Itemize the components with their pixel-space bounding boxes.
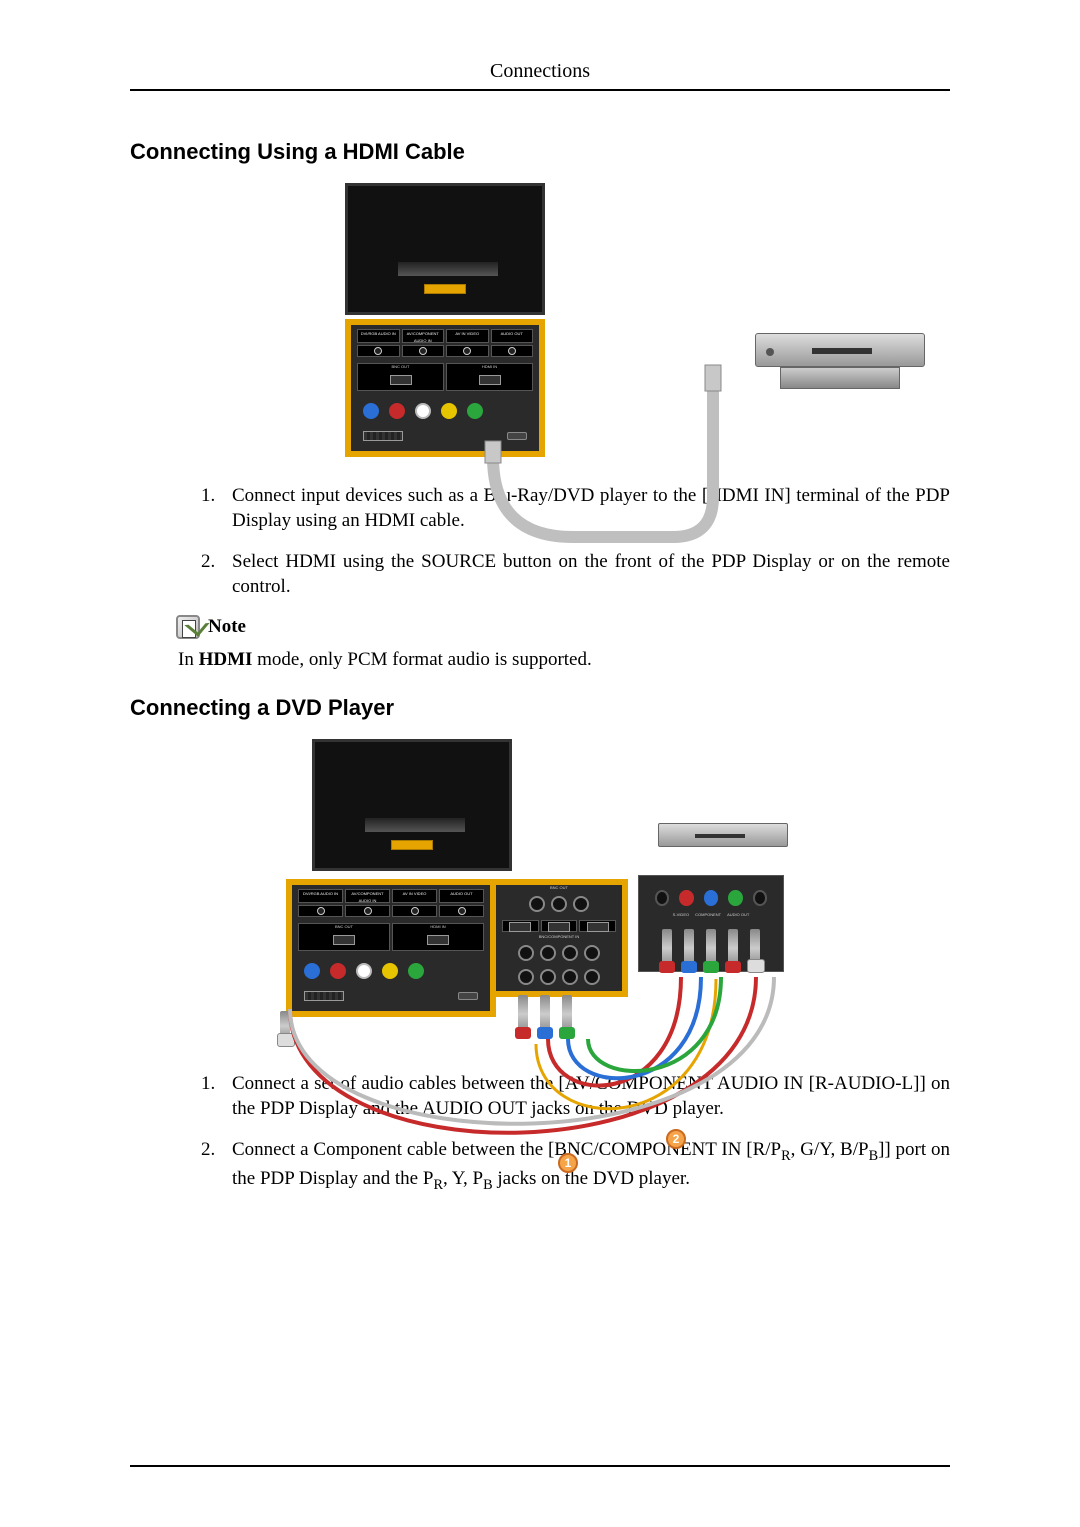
- hdmi-port: [458, 992, 478, 1000]
- panel-label: AV/COMPONENT AUDIO IN: [402, 329, 445, 343]
- diagram-hdmi: DVI/RGB AUDIO IN AV/COMPONENT AUDIO IN A…: [130, 183, 950, 457]
- hdmi-port: [507, 432, 527, 440]
- slot: [579, 920, 616, 932]
- dvd-steps: Connect a set of audio cables between th…: [220, 1071, 950, 1194]
- jack-blue: [363, 403, 379, 419]
- socket: [298, 905, 343, 917]
- plug-connector: [728, 929, 738, 967]
- dvd-port-label: S-VIDEO: [673, 912, 689, 917]
- jack-bnc: [584, 969, 600, 985]
- jack-red: [330, 963, 346, 979]
- page-header: Connections: [130, 60, 950, 91]
- jack-bnc: [573, 896, 589, 912]
- plug-connector: [662, 929, 672, 967]
- jack-bnc: [584, 945, 600, 961]
- tv-display: [312, 739, 512, 871]
- jack-green: [467, 403, 483, 419]
- list-item: Select HDMI using the SOURCE button on t…: [220, 549, 950, 599]
- list-item: Connect a Component cable between the [B…: [220, 1137, 950, 1194]
- panel-label: DVI/RGB AUDIO IN: [298, 889, 343, 903]
- section-heading-dvd: Connecting a DVD Player: [130, 695, 950, 721]
- plug-connector: [750, 929, 760, 967]
- jack-white: [415, 403, 431, 419]
- jack-yellow: [441, 403, 457, 419]
- panel-label: AUDIO OUT: [439, 889, 484, 903]
- panel-label: AUDIO OUT: [491, 329, 534, 343]
- socket: [345, 905, 390, 917]
- bnc-out-slot: BNC OUT: [357, 363, 444, 391]
- socket: [439, 905, 484, 917]
- blu-ray-player: [755, 333, 925, 367]
- diagram-dvd: DVI/RGB AUDIO IN AV/COMPONENT AUDIO IN A…: [130, 739, 950, 1017]
- jack-component: [704, 890, 718, 906]
- hdmi-in-slot: HDMI IN: [446, 363, 533, 391]
- plug-connector: [540, 995, 550, 1033]
- db-connector: [304, 991, 344, 1001]
- note-text-part: In: [178, 649, 199, 670]
- socket: [392, 905, 437, 917]
- note-text-part: mode, only PCM format audio is supported…: [252, 649, 591, 670]
- plug-connector: [706, 929, 716, 967]
- plug-connector: [280, 1011, 290, 1041]
- panel-label: AV/COMPONENT AUDIO IN: [345, 889, 390, 903]
- dvd-player: [658, 823, 788, 847]
- footer-rule: [130, 1465, 950, 1467]
- connector-panel-left: DVI/RGB AUDIO IN AV/COMPONENT AUDIO IN A…: [286, 879, 496, 1017]
- tv-display: [345, 183, 545, 315]
- jack-bnc: [518, 945, 534, 961]
- player-base: [780, 367, 900, 389]
- plug-connector: [562, 995, 572, 1033]
- dvd-port-label: AUDIO OUT: [727, 912, 749, 917]
- panel-label: DVI/RGB AUDIO IN: [357, 329, 400, 343]
- jack-bnc: [540, 945, 556, 961]
- note-text: In HDMI mode, only PCM format audio is s…: [178, 649, 950, 671]
- socket: [491, 345, 534, 357]
- jack-svideo: [655, 890, 669, 906]
- bnc-out-slot: BNC OUT: [298, 923, 390, 951]
- plug-connector: [684, 929, 694, 967]
- note-icon: [176, 615, 200, 639]
- dvd-port-label: COMPONENT: [695, 912, 721, 917]
- jack-component: [679, 890, 693, 906]
- jack-bnc: [540, 969, 556, 985]
- jack-white: [356, 963, 372, 979]
- note-text-bold: HDMI: [199, 649, 253, 670]
- jack-component: [728, 890, 742, 906]
- panel-label: AV IN VIDEO: [446, 329, 489, 343]
- connector-panel-right-bnc: BNC OUT BNC/COMPONENT IN: [496, 879, 628, 997]
- jack-yellow: [382, 963, 398, 979]
- jack-bnc: [562, 945, 578, 961]
- connector-panel-hdmi: DVI/RGB AUDIO IN AV/COMPONENT AUDIO IN A…: [345, 319, 545, 457]
- list-item: Connect a set of audio cables between th…: [220, 1071, 950, 1121]
- jack-bnc: [518, 969, 534, 985]
- jack-blue: [304, 963, 320, 979]
- slot: [502, 920, 539, 932]
- panel-label: AV IN VIDEO: [392, 889, 437, 903]
- slot: [541, 920, 578, 932]
- dvd-ports: S-VIDEO COMPONENT AUDIO OUT: [638, 875, 784, 972]
- socket: [402, 345, 445, 357]
- note-label: Note: [208, 616, 246, 638]
- jack-green: [408, 963, 424, 979]
- jack-component: [753, 890, 767, 906]
- section-heading-hdmi: Connecting Using a HDMI Cable: [130, 139, 950, 165]
- socket: [446, 345, 489, 357]
- socket: [357, 345, 400, 357]
- list-item: Connect input devices such as a Blu-Ray/…: [220, 483, 950, 533]
- hdmi-in-slot: HDMI IN: [392, 923, 484, 951]
- jack-red: [389, 403, 405, 419]
- jack-bnc: [529, 896, 545, 912]
- hdmi-steps: Connect input devices such as a Blu-Ray/…: [220, 483, 950, 599]
- db-connector: [363, 431, 403, 441]
- plug-connector: [518, 995, 528, 1033]
- jack-bnc: [551, 896, 567, 912]
- jack-bnc: [562, 969, 578, 985]
